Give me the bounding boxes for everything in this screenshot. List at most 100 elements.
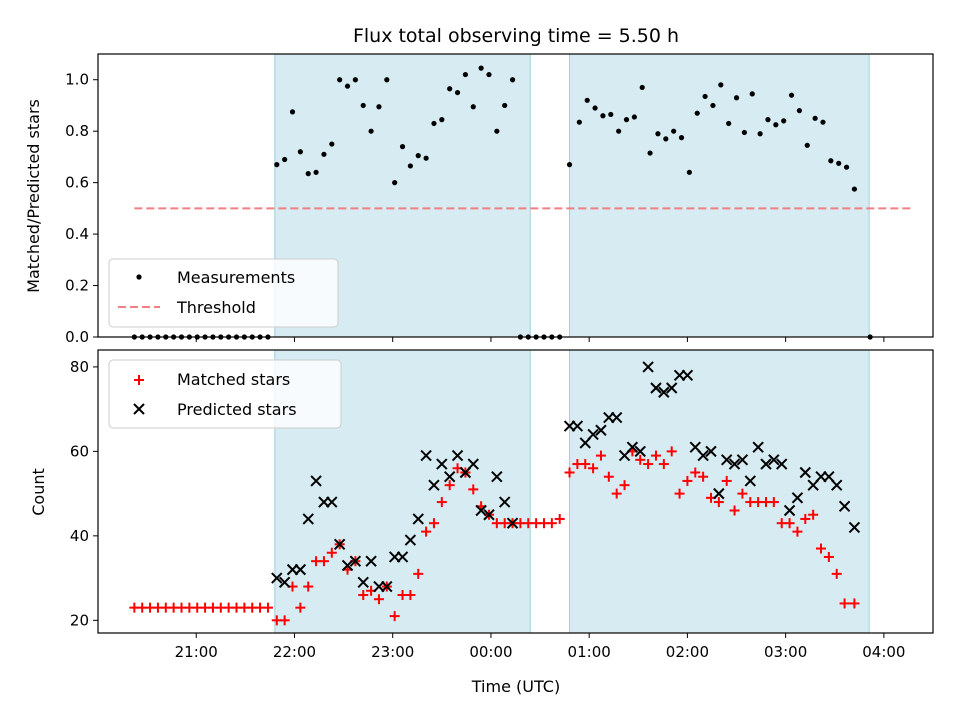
top-ytick-label-4: 0.8 [65, 122, 89, 140]
matched-point-72 [698, 471, 709, 482]
matched-point-24 [318, 556, 329, 567]
matched-point-22 [303, 581, 314, 592]
predicted-point-54 [744, 475, 756, 487]
predicted-point-12 [365, 555, 377, 567]
measurement-point-23 [313, 169, 319, 175]
measurement-point-78 [749, 91, 755, 97]
predicted-point-20 [428, 479, 440, 491]
measurement-point-58 [592, 105, 598, 111]
predicted-point-28 [491, 471, 503, 483]
measurement-point-81 [773, 122, 779, 128]
matched-point-88 [823, 551, 834, 562]
measurement-point-71 [694, 110, 700, 116]
measurement-point-25 [329, 141, 335, 147]
top-legend: Measurements Threshold [108, 258, 339, 328]
measurement-point-68 [671, 128, 677, 134]
measurement-point-20 [289, 109, 296, 115]
matched-point-57 [580, 459, 591, 470]
measurement-point-18 [274, 162, 280, 168]
predicted-point-34 [587, 428, 599, 441]
top-ytick-label-5: 1.0 [65, 71, 89, 89]
xtick-label-3: 00:00 [469, 643, 512, 661]
measurement-point-80 [765, 117, 771, 123]
matched-point-77 [737, 488, 748, 499]
measurement-point-24 [321, 151, 327, 157]
matched-point-61 [611, 488, 622, 499]
predicted-point-44 [665, 382, 678, 394]
xtick-label-1: 22:00 [273, 643, 316, 661]
matched-point-87 [816, 543, 827, 554]
measurement-point-28 [352, 77, 358, 83]
matched-point-83 [784, 518, 795, 529]
predicted-point-42 [650, 382, 662, 394]
matched-point-60 [603, 471, 614, 482]
predicted-point-40 [634, 445, 646, 458]
matched-point-64 [635, 454, 646, 465]
matched-point-67 [658, 459, 669, 470]
predicted-point-22 [443, 471, 456, 483]
matched-point-90 [839, 598, 850, 609]
xtick-label-0: 21:00 [175, 643, 218, 661]
measurement-point-90 [843, 164, 850, 170]
measurement-point-37 [423, 155, 429, 161]
bottom-y-axis-label: Count [29, 468, 48, 516]
matched-point-65 [643, 459, 654, 470]
measurement-point-85 [804, 142, 810, 148]
predicted-point-41 [642, 361, 654, 373]
predicted-point-3 [294, 563, 307, 576]
matched-point-37 [421, 526, 432, 537]
matched-point-43 [468, 484, 479, 495]
chart-title: Flux total observing time = 5.50 h [353, 25, 679, 47]
matched-point-86 [808, 509, 819, 520]
top-panel: 0.0 0.2 0.4 0.6 0.8 1.0 Matched/Predicted sta… [24, 53, 934, 346]
bottom-y-axis: 20 40 60 80 [70, 358, 98, 629]
predicted-point-51 [720, 454, 733, 466]
measurement-point-33 [392, 180, 398, 186]
top-axes-frame [97, 53, 934, 338]
measurement-point-65 [647, 150, 653, 156]
predicted-point-35 [595, 424, 607, 436]
matched-point-54 [554, 513, 565, 524]
measurement-point-83 [788, 92, 795, 98]
measurement-point-62 [623, 117, 630, 123]
predicted-point-37 [610, 411, 623, 424]
measurement-point-88 [828, 158, 834, 164]
measurement-point-69 [678, 135, 685, 141]
top-ytick-label-3: 0.6 [65, 174, 89, 192]
matched-point-38 [428, 518, 439, 529]
bottom-ytick-label-1: 40 [70, 527, 89, 545]
measurement-point-55 [566, 162, 573, 168]
measurement-point-82 [781, 118, 787, 124]
predicted-point-4 [302, 513, 314, 525]
xtick-label-7: 04:00 [862, 643, 905, 661]
matched-point-89 [831, 568, 842, 579]
predicted-point-52 [728, 458, 741, 470]
bottom-ytick-label-0: 20 [70, 611, 89, 629]
predicted-point-1 [278, 576, 291, 589]
measurement-point-86 [812, 115, 818, 121]
predicted-point-58 [776, 458, 788, 470]
matched-point-91 [849, 598, 860, 609]
measurements-layer [131, 65, 873, 340]
matched-point-71 [690, 467, 701, 478]
predicted-point-39 [626, 441, 639, 453]
measurement-point-60 [608, 111, 614, 118]
top-y-axis: 0.0 0.2 0.4 0.6 0.8 1.0 [65, 71, 98, 346]
top-x-ticks [195, 337, 885, 342]
bottom-shade-1 [569, 349, 870, 634]
measurement-point-30 [368, 128, 374, 134]
predicted-point-26 [475, 504, 487, 517]
measurement-point-21 [297, 149, 303, 155]
matched-point-84 [792, 526, 803, 537]
top-shaded-intervals [274, 53, 870, 338]
measurement-point-42 [462, 71, 468, 78]
matched-point-74 [713, 497, 724, 508]
measurement-point-79 [757, 131, 763, 137]
matched-point-33 [389, 611, 400, 622]
measurement-point-87 [820, 119, 826, 125]
predicted-point-57 [768, 454, 780, 466]
predicted-point-56 [760, 458, 772, 470]
predicted-point-53 [736, 454, 749, 466]
matched-point-29 [358, 589, 369, 600]
predicted-point-27 [483, 509, 495, 521]
